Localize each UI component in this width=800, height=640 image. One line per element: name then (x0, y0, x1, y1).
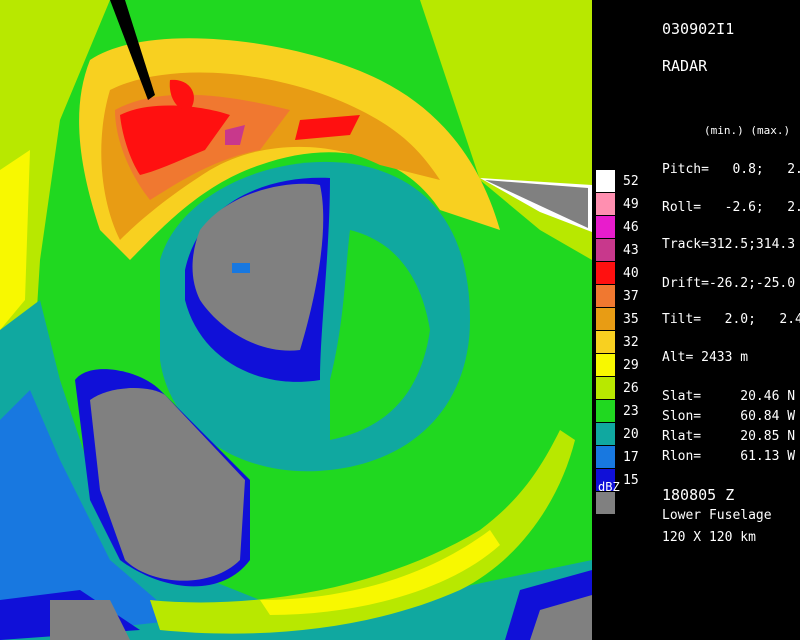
legend-swatch (596, 354, 615, 376)
extent-label: 120 X 120 km (662, 530, 756, 545)
legend-level-label: 26 (623, 381, 639, 396)
drift-readout: Drift=-26.2;-25.0 (662, 276, 796, 291)
legend-level-label: 52 (623, 174, 639, 189)
legend-swatch (596, 193, 615, 215)
time-readout: 180805 Z (662, 486, 735, 504)
legend-level-label: 17 (623, 450, 639, 465)
slat-readout: Slat= 20.46 N (662, 389, 796, 404)
legend-row: 52 (596, 170, 656, 193)
antenna-label: Lower Fuselage (662, 508, 772, 523)
color-scale-legend: 52 49 46 43 40 37 35 32 29 26 23 20 17 15 (596, 170, 656, 515)
track-readout: Track=312.5;314.3 (662, 237, 796, 252)
legend-row (596, 492, 656, 515)
legend-level-label: 32 (623, 335, 639, 350)
legend-level-label: 29 (623, 358, 639, 373)
legend-unit: dBZ (598, 480, 620, 494)
legend-swatch (596, 170, 615, 192)
legend-row: 15 (596, 469, 656, 492)
legend-row: 32 (596, 331, 656, 354)
legend-swatch (596, 446, 615, 468)
legend-swatch (596, 377, 615, 399)
flight-id: 030902I1 (662, 20, 735, 38)
tilt-readout: Tilt= 2.0; 2.4 (662, 312, 800, 327)
instrument-label: RADAR (662, 57, 708, 75)
legend-swatch (596, 331, 615, 353)
legend-swatch (596, 285, 615, 307)
rlat-readout: Rlat= 20.85 N (662, 429, 796, 444)
legend-row: 35 (596, 308, 656, 331)
pitch-readout: Pitch= 0.8; 2.9 (662, 162, 800, 177)
legend-swatch (596, 262, 615, 284)
legend-row: 37 (596, 285, 656, 308)
rlon-readout: Rlon= 61.13 W (662, 449, 796, 464)
legend-swatch (596, 423, 615, 445)
legend-row: 17 (596, 446, 656, 469)
legend-level-label: 40 (623, 266, 639, 281)
minmax-header: (min.) (max.) (704, 124, 791, 137)
legend-swatch (596, 308, 615, 330)
alt-readout: Alt= 2433 m (662, 350, 749, 365)
legend-row: 43 (596, 239, 656, 262)
legend-row: 49 (596, 193, 656, 216)
slon-readout: Slon= 60.84 W (662, 409, 796, 424)
legend-row: 46 (596, 216, 656, 239)
legend-row: 29 (596, 354, 656, 377)
legend-row: 26 (596, 377, 656, 400)
legend-level-label: 35 (623, 312, 639, 327)
legend-level-label: 23 (623, 404, 639, 419)
legend-level-label: 20 (623, 427, 639, 442)
legend-level-label: 43 (623, 243, 639, 258)
legend-swatch (596, 216, 615, 238)
roll-readout: Roll= -2.6; 2.6 (662, 200, 800, 215)
legend-swatch (596, 239, 615, 261)
legend-level-label: 46 (623, 220, 639, 235)
legend-swatch (596, 469, 615, 491)
legend-row: 40 (596, 262, 656, 285)
legend-level-label: 15 (623, 473, 639, 488)
legend-swatch (596, 400, 615, 422)
legend-row: 20 (596, 423, 656, 446)
legend-row: 23 (596, 400, 656, 423)
legend-swatch (596, 492, 615, 514)
legend-level-label: 49 (623, 197, 639, 212)
legend-level-label: 37 (623, 289, 639, 304)
radar-reflectivity-image (0, 0, 592, 640)
